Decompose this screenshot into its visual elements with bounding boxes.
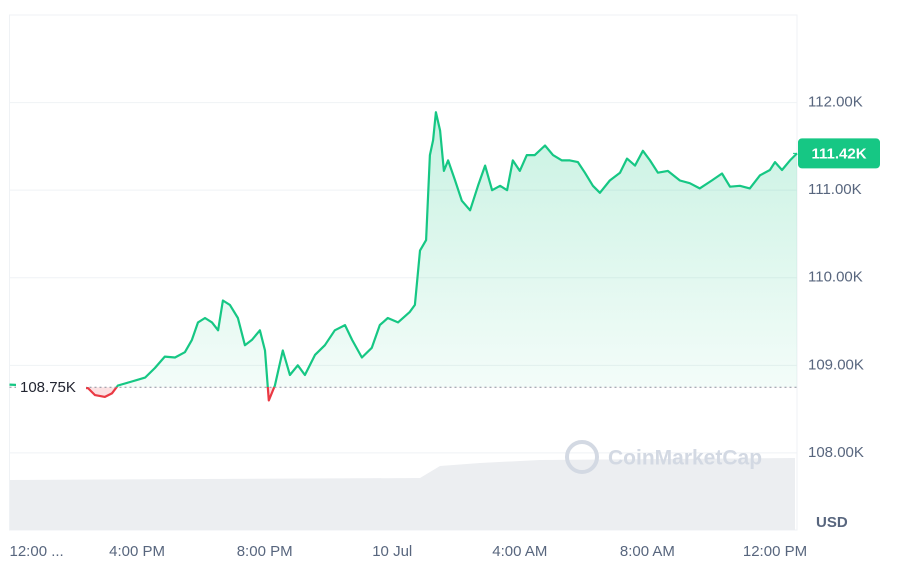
baseline-label: 108.75K bbox=[20, 379, 76, 396]
watermark-logo bbox=[565, 440, 599, 474]
price-line bbox=[9, 111, 798, 402]
price-area bbox=[9, 112, 797, 401]
y-tick-label: 112.00K bbox=[808, 94, 863, 111]
x-tick-label: 12:00 PM bbox=[743, 543, 807, 560]
x-tick-label: 8:00 AM bbox=[620, 543, 675, 560]
x-tick-label: 8:00 PM bbox=[237, 543, 293, 560]
y-tick-label: 109.00K bbox=[808, 356, 864, 373]
watermark: CoinMarketCap bbox=[565, 440, 762, 474]
x-tick-label: 4:00 AM bbox=[492, 543, 547, 560]
currency-label: USD bbox=[816, 514, 848, 531]
current-price-label: 111.42K bbox=[811, 145, 866, 162]
volume-background bbox=[10, 458, 795, 530]
y-tick-label: 110.00K bbox=[808, 269, 863, 286]
x-tick-label: 10 Jul bbox=[372, 543, 412, 560]
baseline-label-bg bbox=[16, 376, 86, 399]
y-tick-label: 111.00K bbox=[808, 181, 862, 198]
x-tick-label: 4:00 PM bbox=[109, 543, 165, 560]
watermark-text: CoinMarketCap bbox=[608, 447, 762, 470]
y-tick-label: 108.00K bbox=[808, 444, 864, 461]
x-tick-label: 12:00 ... bbox=[10, 543, 64, 560]
current-price-badge bbox=[798, 138, 880, 169]
